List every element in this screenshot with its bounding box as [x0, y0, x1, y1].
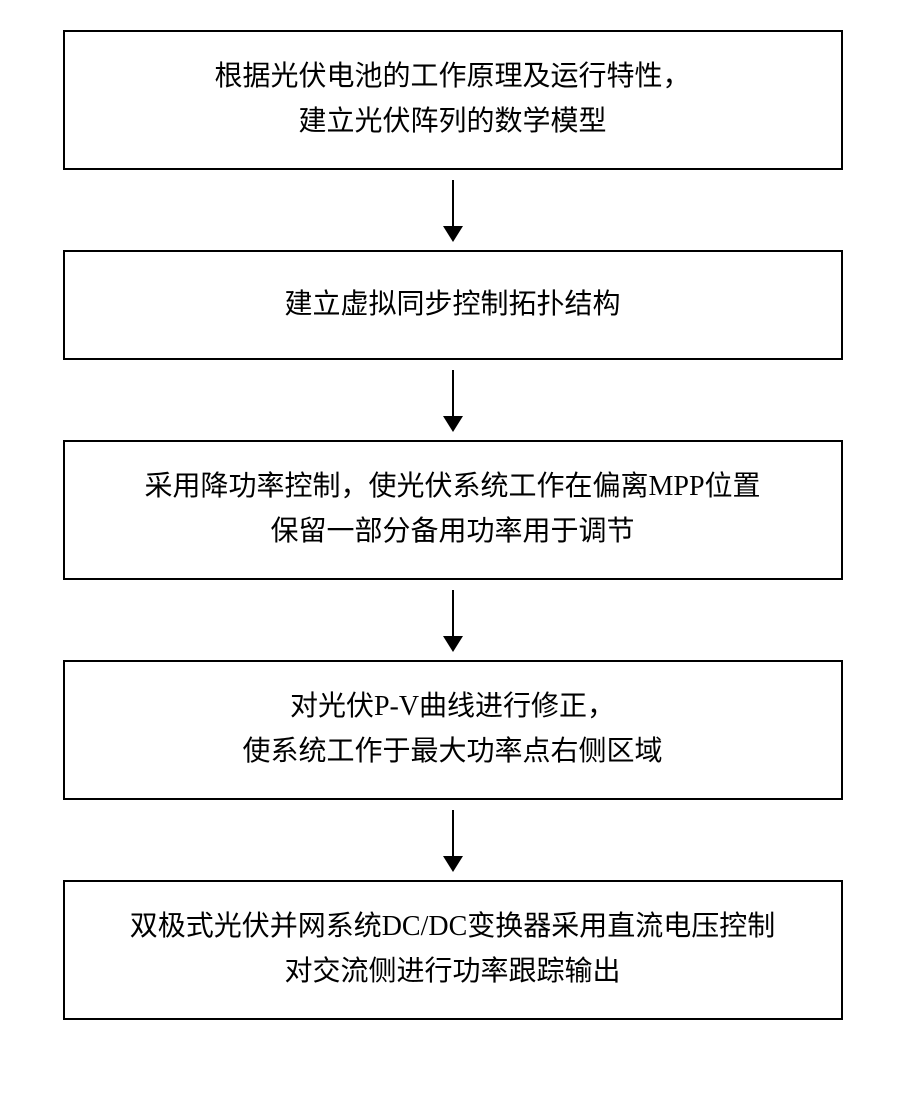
flow-step-3: 采用降功率控制，使光伏系统工作在偏离MPP位置 保留一部分备用功率用于调节	[63, 440, 843, 580]
flow-step-5-line1: 双极式光伏并网系统DC/DC变换器采用直流电压控制	[130, 905, 776, 950]
flow-step-2-line1: 建立虚拟同步控制拓扑结构	[284, 283, 620, 328]
arrow-2-3	[452, 360, 454, 440]
arrow-down-icon	[452, 370, 454, 430]
arrow-4-5	[452, 800, 454, 880]
arrow-down-icon	[452, 180, 454, 240]
flow-step-2: 建立虚拟同步控制拓扑结构	[63, 250, 843, 360]
arrow-3-4	[452, 580, 454, 660]
arrow-1-2	[452, 170, 454, 250]
flowchart-container: 根据光伏电池的工作原理及运行特性， 建立光伏阵列的数学模型 建立虚拟同步控制拓扑…	[50, 30, 855, 1020]
flow-step-5: 双极式光伏并网系统DC/DC变换器采用直流电压控制 对交流侧进行功率跟踪输出	[63, 880, 843, 1020]
flow-step-4-line1: 对光伏P-V曲线进行修正，	[290, 685, 615, 730]
flow-step-3-line2: 保留一部分备用功率用于调节	[270, 510, 634, 555]
flow-step-4-line2: 使系统工作于最大功率点右侧区域	[242, 730, 662, 775]
flow-step-3-line1: 采用降功率控制，使光伏系统工作在偏离MPP位置	[144, 465, 760, 510]
arrow-down-icon	[452, 810, 454, 870]
flow-step-1-line1: 根据光伏电池的工作原理及运行特性，	[214, 55, 690, 100]
flow-step-1: 根据光伏电池的工作原理及运行特性， 建立光伏阵列的数学模型	[63, 30, 843, 170]
arrow-down-icon	[452, 590, 454, 650]
flow-step-5-line2: 对交流侧进行功率跟踪输出	[284, 950, 620, 995]
flow-step-4: 对光伏P-V曲线进行修正， 使系统工作于最大功率点右侧区域	[63, 660, 843, 800]
flow-step-1-line2: 建立光伏阵列的数学模型	[298, 100, 606, 145]
